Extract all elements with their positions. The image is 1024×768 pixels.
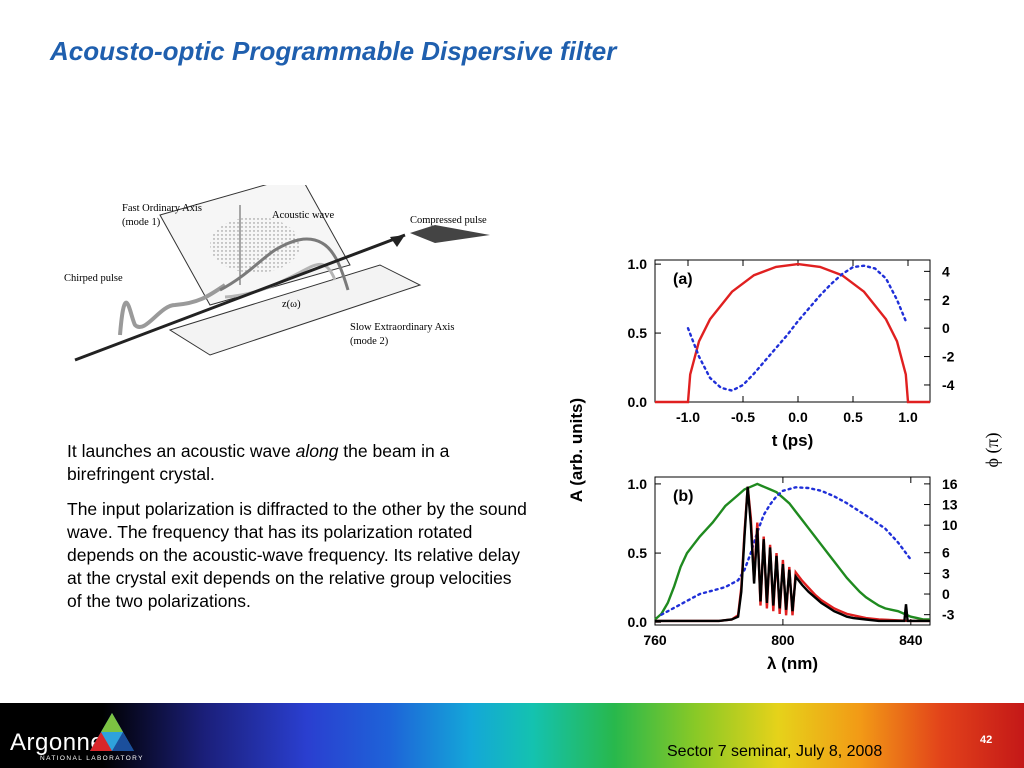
y2-tick-label: 2 (942, 292, 950, 308)
x-axis-label: t (ps) (772, 431, 814, 450)
series-line-3 (655, 486, 930, 623)
label-slow-axis-2: (mode 2) (350, 336, 389, 347)
y2-tick-label: 0 (942, 586, 950, 602)
plot-frame-a (654, 259, 931, 403)
y2-tick-label: 13 (942, 497, 958, 513)
x-tick-label: 840 (899, 632, 923, 648)
y2-tick-label: 0 (942, 320, 950, 336)
y-tick-label: 0.0 (628, 614, 648, 630)
footer-caption: Sector 7 seminar, July 8, 2008 (667, 743, 883, 760)
aopdf-diagram: Fast Ordinary Axis (mode 1) Acoustic wav… (64, 185, 490, 362)
acoustic-wave-cloud (210, 217, 300, 273)
y2-tick-label: -2 (942, 349, 955, 365)
p1-after: the beam in a birefringent crystal. (67, 441, 450, 484)
y-tick-label: 1.0 (628, 476, 648, 492)
argonne-logo-subtitle: NATIONAL LABORATORY (40, 755, 144, 762)
y-tick-label: 1.0 (628, 256, 648, 272)
series-line-0 (654, 482, 930, 621)
x-tick-label: 760 (643, 632, 667, 648)
footer-gradient-bar (0, 703, 1024, 768)
chirped-pulse-wave (118, 283, 227, 336)
paragraph-2: The input polarization is diffracted to … (67, 499, 527, 611)
slide-title: Acousto-optic Programmable Dispersive fi… (50, 36, 617, 66)
chart-panel-a: -1.0 -0.5 0.0 0.5 1.0 0.0 0.5 1.0 4 2 0 -2 -4 (a) t (p… (628, 256, 955, 450)
footer: Argonne NATIONAL LABORATORY Sector 7 sem… (0, 703, 1024, 768)
slow-axis-plane (168, 264, 422, 356)
y2-tick-label: -4 (942, 377, 955, 393)
y2-tick-label: -3 (942, 607, 955, 623)
label-slow-axis-1: Slow Extraordinary Axis (350, 322, 454, 333)
shared-y2-axis-label: ϕ (π) (982, 432, 1003, 467)
y-tick-label: 0.5 (628, 325, 648, 341)
label-compressed-pulse: Compressed pulse (410, 215, 487, 226)
y2-tick-label: 4 (942, 263, 950, 279)
y-tick-label: 0.0 (628, 394, 648, 410)
pulse-charts: -1.0 -0.5 0.0 0.5 1.0 0.0 0.5 1.0 4 2 0 -2 -4 (a) t (p… (567, 256, 1003, 673)
x-tick-label: 800 (771, 632, 795, 648)
y-tick-label: 0.5 (628, 545, 648, 561)
compressed-pulse (410, 225, 490, 243)
label-fast-axis-1: Fast Ordinary Axis (122, 203, 202, 214)
panel-label: (a) (673, 271, 693, 288)
acoustic-wave-dots (210, 217, 300, 273)
label-chirped-pulse: Chirped pulse (64, 273, 123, 284)
x-tick-label: 1.0 (898, 409, 918, 425)
paragraph-1: It launches an acoustic wave along the b… (67, 440, 527, 486)
chart-panel-b: 760 800 840 0.0 0.5 1.0 16 13 10 6 3 0 -3 (b) λ (nm) (628, 476, 958, 673)
y2-tick-label: 6 (942, 545, 950, 561)
series-line-1 (686, 264, 907, 392)
beam-axis-arrow (74, 233, 406, 362)
panel-label: (b) (673, 488, 693, 505)
x-axis-label: λ (nm) (767, 654, 818, 673)
series-line-1 (660, 486, 912, 616)
y2-tick-label: 16 (942, 476, 958, 492)
p1-emphasis: along (295, 441, 339, 461)
argonne-logo-text: Argonne (10, 729, 105, 756)
y2-tick-label: 10 (942, 517, 958, 533)
x-tick-label: 0.5 (843, 409, 863, 425)
body-text: It launches an acoustic wave along the b… (67, 440, 527, 625)
arrow-head (390, 235, 405, 247)
label-fast-axis-2: (mode 1) (122, 217, 161, 228)
argonne-logo-mark (90, 713, 134, 751)
x-tick-label: -1.0 (676, 409, 700, 425)
shared-y-axis-label: A (arb. units) (567, 398, 586, 502)
label-acoustic-wave: Acoustic wave (272, 210, 334, 221)
p1-before: It launches an acoustic wave (67, 441, 296, 461)
plot-frame-b (654, 476, 931, 626)
y2-tick-label: 3 (942, 565, 950, 581)
page-number: 42 (980, 734, 993, 746)
x-tick-label: 0.0 (788, 409, 808, 425)
x-tick-label: -0.5 (731, 409, 755, 425)
label-z-omega: z(ω) (282, 299, 301, 310)
